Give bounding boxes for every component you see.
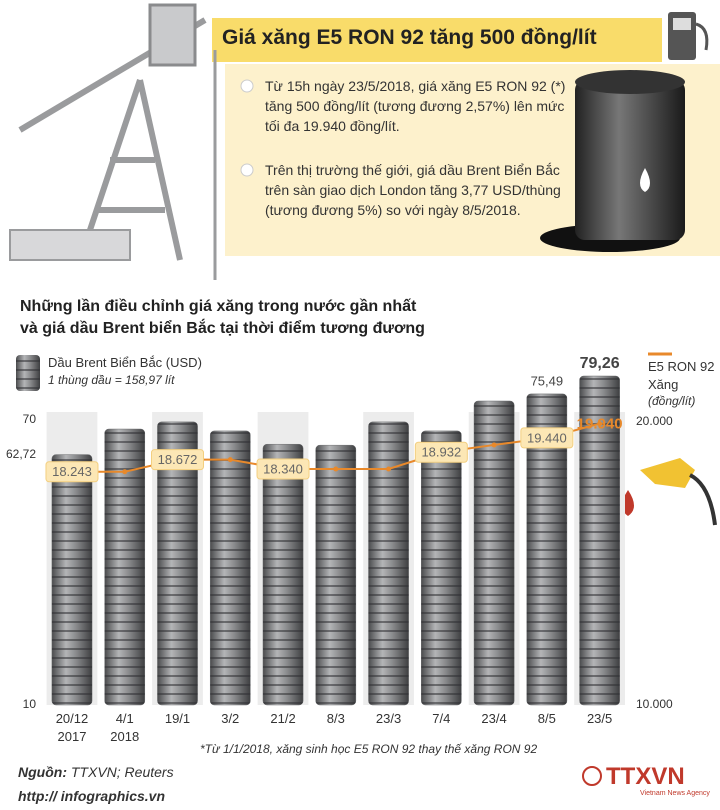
y-tick-label: 62,72 — [6, 447, 36, 461]
pump-jack — [9, 3, 217, 280]
bar-ridges — [421, 430, 462, 705]
source: Nguồn: TTXVN; Reuters — [18, 764, 174, 780]
line-value-label: 18.340 — [263, 461, 303, 476]
x-tick-label: 8/5 — [537, 711, 556, 726]
x-tick-label: 19/1 — [164, 711, 191, 726]
nozzle-icon — [622, 458, 717, 526]
bullet-dot — [240, 79, 254, 93]
line-point — [386, 466, 392, 472]
x-tick-label: 23/5 — [586, 711, 613, 726]
y2-tick-label: 20.000 — [636, 414, 673, 428]
bar-ridges — [368, 421, 409, 705]
bar-ridges — [526, 393, 567, 705]
plot: 70 62,72 10 20.000 10.000 75,49 79,26 18.243 18.… — [6, 352, 673, 711]
line-point — [227, 457, 233, 463]
bar-ridges — [579, 376, 620, 705]
legend-swatch-ridges — [16, 355, 40, 391]
oil-barrel-illustration — [540, 70, 685, 252]
line-point — [597, 421, 603, 427]
bullet-dot — [240, 163, 254, 177]
line-value-label: 19.440 — [527, 430, 567, 445]
bar-ridges — [157, 421, 198, 705]
line-value-label: 18.672 — [158, 452, 198, 467]
y-tick-label: 10 — [23, 697, 37, 711]
x-tick-label: 8/3 — [326, 711, 345, 726]
y2-tick-label: 10.000 — [636, 697, 673, 711]
value-label-box — [256, 458, 310, 480]
value-label-box — [414, 441, 468, 463]
line-point — [122, 469, 128, 475]
logo-mark — [582, 766, 602, 786]
x-tick-label: 23/3 — [375, 711, 402, 726]
fuel-pump-icon — [668, 12, 709, 60]
line-value-label: 18.932 — [421, 445, 461, 460]
footnote: *Từ 1/1/2018, xăng sinh học E5 RON 92 th… — [200, 742, 538, 756]
value-label-box — [520, 427, 574, 449]
chart-title: Những lần điều chỉnh giá xăng trong nước… — [20, 298, 417, 315]
value-label-box — [45, 461, 99, 483]
bullet-text: Trên thị trường thế giới, giá dầu Brent … — [265, 162, 561, 218]
bar-ridges — [262, 444, 304, 705]
x-tick-label: 20/12 2017 — [55, 711, 89, 744]
logo: TTXVN — [606, 763, 685, 790]
title: Giá xăng E5 RON 92 tăng 500 đồng/lít — [222, 26, 597, 49]
bar-value-label: 79,26 — [580, 355, 620, 372]
x-tick-label: 23/4 — [481, 711, 507, 726]
website: http:// infographics.vn — [18, 788, 165, 804]
line-value-label: 18.243 — [52, 464, 92, 479]
title-box — [212, 18, 662, 62]
x-tick-label: 7/4 — [432, 711, 451, 726]
line-point — [491, 442, 497, 448]
bullet-text: Từ 15h ngày 23/5/2018, giá xăng E5 RON 9… — [265, 78, 566, 134]
line-value-label: 19.940 — [577, 416, 623, 433]
line-point — [333, 466, 339, 472]
bar-ridges — [315, 445, 356, 705]
x-tick-label: 4/1 2018 — [110, 711, 140, 744]
y-tick-label: 70 — [23, 412, 37, 426]
x-tick-label: 21/2 — [270, 711, 296, 726]
legend-note: 1 thùng dầu = 158,97 lít — [48, 373, 175, 387]
bar-ridges — [51, 454, 93, 705]
chart-title: và giá dầu Brent biển Bắc tại thời điểm … — [20, 320, 425, 337]
bar-value-label: 75,49 — [531, 373, 564, 388]
y2-axis-label: (đồng/lít) — [648, 394, 696, 408]
legend-label: E5 RON 92 Xăng — [648, 359, 715, 392]
x-tick-label: 3/2 — [221, 711, 240, 726]
bar-ridges — [104, 429, 145, 705]
logo-sub: Vietnam News Agency — [640, 790, 710, 797]
value-label-box — [151, 449, 205, 471]
source-text: TTXVN; Reuters — [70, 764, 174, 780]
bar-ridges — [210, 430, 251, 705]
source-label: Nguồn: — [18, 764, 67, 780]
bar-ridges — [474, 401, 515, 705]
legend-label: Dầu Brent Biển Bắc (USD) — [48, 355, 202, 370]
